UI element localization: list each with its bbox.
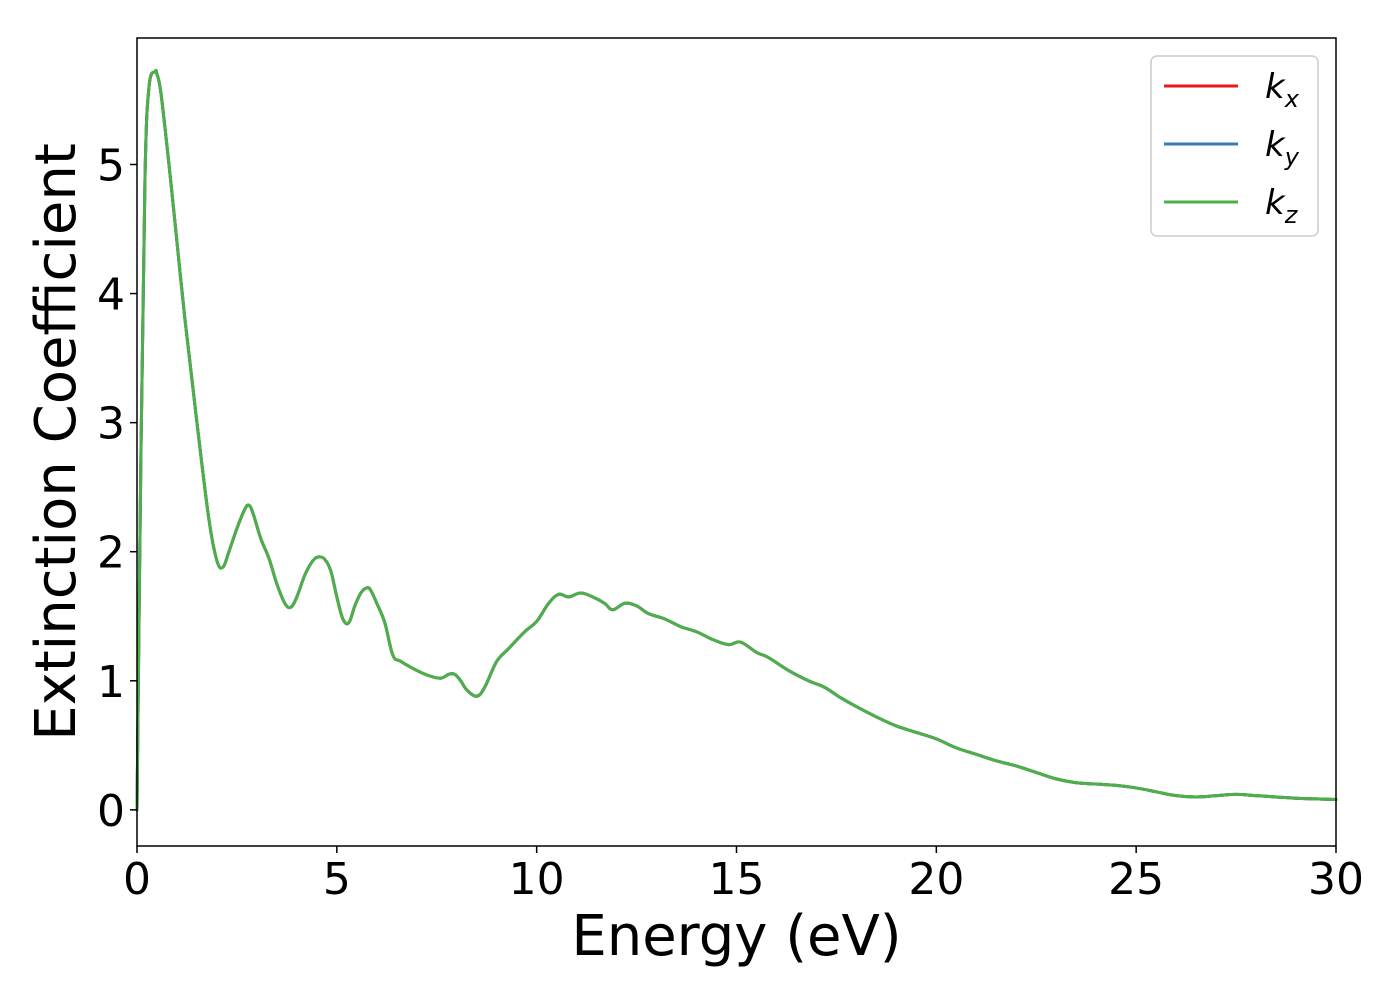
y-tick-label: 0 (97, 786, 125, 837)
x-tick-label: 30 (1308, 854, 1364, 905)
y-axis-label: Extinction Coefficient (24, 143, 89, 741)
legend-entry-label: kx (1265, 67, 1300, 113)
x-axis-label: Energy (eV) (571, 904, 901, 969)
x-tick-label: 0 (123, 854, 151, 905)
x-tick-label: 5 (323, 854, 351, 905)
y-tick-label: 5 (97, 140, 125, 191)
y-axis-ticks: 0 1 2 3 4 5 (97, 140, 137, 837)
legend: kx ky kz (1150, 55, 1319, 237)
series-layer (135, 68, 1338, 812)
x-tick-label: 20 (908, 854, 964, 905)
y-tick-label: 3 (97, 399, 125, 450)
legend-box (1150, 55, 1319, 237)
x-tick-label: 25 (1108, 854, 1164, 905)
series-line-k-z (135, 68, 1338, 812)
x-axis-ticks: 0 5 10 15 20 25 30 (123, 846, 1364, 905)
x-tick-label: 15 (709, 854, 765, 905)
y-tick-label: 1 (97, 657, 125, 708)
legend-entry-label: kz (1265, 183, 1299, 229)
legend-entry-label: ky (1265, 125, 1300, 171)
y-tick-label: 2 (97, 528, 125, 579)
y-tick-label: 4 (97, 270, 125, 321)
x-tick-label: 10 (509, 854, 565, 905)
